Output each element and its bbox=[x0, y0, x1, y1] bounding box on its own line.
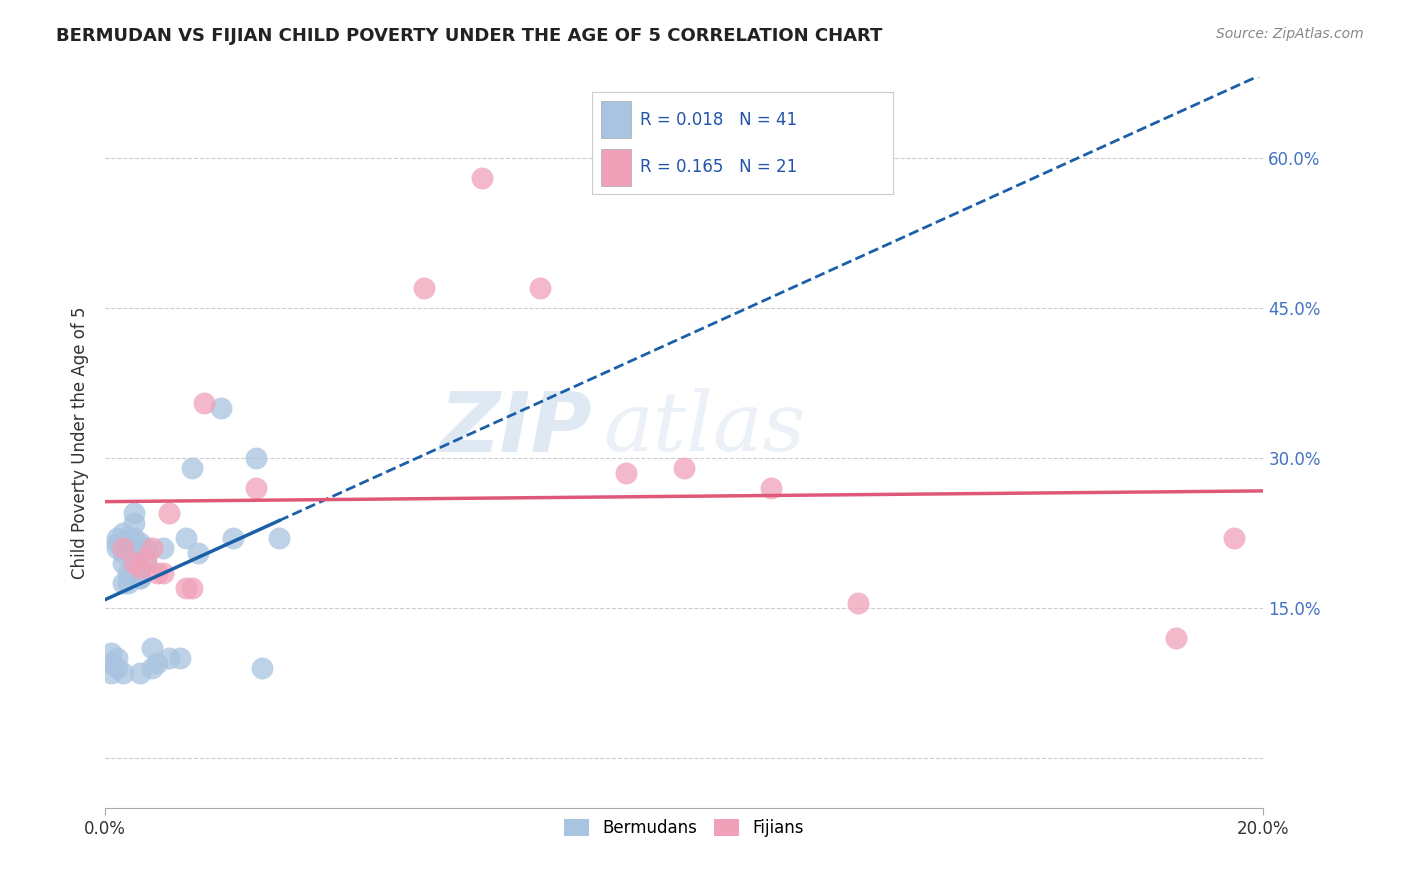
Point bbox=[245, 481, 267, 495]
Point bbox=[529, 281, 551, 295]
Legend: Bermudans, Fijians: Bermudans, Fijians bbox=[558, 813, 811, 844]
Point bbox=[673, 461, 696, 475]
Point bbox=[1166, 631, 1188, 645]
Point bbox=[471, 170, 494, 185]
Point bbox=[221, 531, 243, 545]
Point bbox=[105, 531, 128, 545]
Point bbox=[141, 641, 163, 656]
Point bbox=[174, 531, 197, 545]
Point bbox=[111, 526, 134, 541]
Point bbox=[135, 551, 157, 566]
Point bbox=[105, 541, 128, 555]
Text: BERMUDAN VS FIJIAN CHILD POVERTY UNDER THE AGE OF 5 CORRELATION CHART: BERMUDAN VS FIJIAN CHILD POVERTY UNDER T… bbox=[56, 27, 883, 45]
Point bbox=[105, 651, 128, 665]
Point bbox=[181, 461, 204, 475]
Text: atlas: atlas bbox=[603, 388, 806, 468]
Y-axis label: Child Poverty Under the Age of 5: Child Poverty Under the Age of 5 bbox=[72, 307, 89, 579]
Point bbox=[157, 651, 180, 665]
Point bbox=[152, 541, 174, 555]
Point bbox=[135, 556, 157, 570]
Point bbox=[122, 531, 145, 545]
Point bbox=[117, 531, 139, 545]
Point bbox=[1223, 531, 1246, 545]
Point bbox=[129, 666, 152, 681]
Point bbox=[105, 536, 128, 550]
Point bbox=[157, 506, 180, 520]
Point bbox=[100, 666, 122, 681]
Point bbox=[129, 536, 152, 550]
Point bbox=[117, 566, 139, 581]
Point bbox=[759, 481, 782, 495]
Point bbox=[181, 581, 204, 595]
Point bbox=[412, 281, 434, 295]
Point bbox=[129, 561, 152, 575]
Point bbox=[187, 546, 209, 560]
Point bbox=[111, 576, 134, 591]
Point bbox=[117, 576, 139, 591]
Point bbox=[111, 556, 134, 570]
Point bbox=[209, 401, 232, 415]
Point bbox=[846, 596, 869, 610]
Point bbox=[122, 506, 145, 520]
Point bbox=[129, 571, 152, 585]
Point bbox=[193, 396, 215, 410]
Point bbox=[146, 657, 169, 671]
Point bbox=[245, 450, 267, 465]
Point bbox=[141, 661, 163, 675]
Point bbox=[100, 646, 122, 660]
Point bbox=[105, 661, 128, 675]
Point bbox=[614, 466, 637, 480]
Point bbox=[141, 541, 163, 555]
Point bbox=[111, 541, 134, 555]
Point bbox=[152, 566, 174, 581]
Point bbox=[111, 546, 134, 560]
Point bbox=[169, 651, 191, 665]
Point bbox=[250, 661, 273, 675]
Point bbox=[111, 666, 134, 681]
Point bbox=[135, 541, 157, 555]
Point bbox=[122, 556, 145, 570]
Point bbox=[267, 531, 290, 545]
Text: ZIP: ZIP bbox=[439, 388, 592, 469]
Point bbox=[174, 581, 197, 595]
Point bbox=[100, 657, 122, 671]
Point bbox=[129, 571, 152, 585]
Point bbox=[122, 516, 145, 530]
Point bbox=[146, 566, 169, 581]
Point bbox=[117, 541, 139, 555]
Point bbox=[122, 541, 145, 555]
Text: Source: ZipAtlas.com: Source: ZipAtlas.com bbox=[1216, 27, 1364, 41]
